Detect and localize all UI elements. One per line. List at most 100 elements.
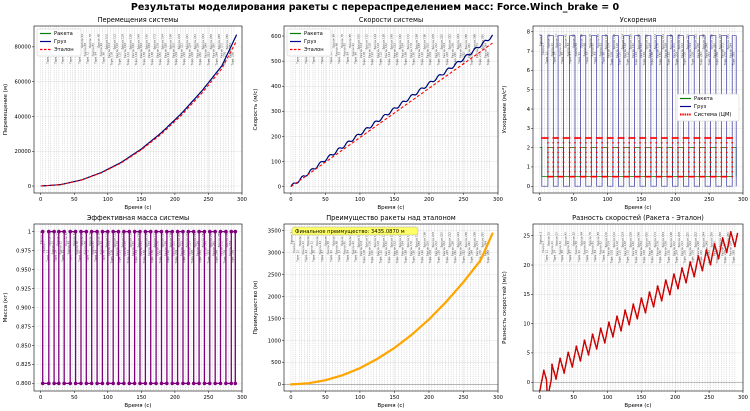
event-label: Разгон 116: [367, 241, 371, 256]
data-point: [100, 229, 105, 234]
event-label: Разгон 188: [417, 241, 421, 256]
y-tick-label: 0.975: [16, 248, 31, 254]
data-point: [132, 381, 137, 386]
event-label: Бросок 160: [645, 232, 649, 248]
data-point: [693, 170, 696, 173]
event-label: Торм. 288: [486, 250, 490, 264]
event-label: Торм. 204: [428, 250, 432, 264]
event-label: Торм. 84: [593, 52, 597, 64]
data-point: [606, 175, 609, 178]
data-point: [693, 161, 696, 164]
data-point: [704, 166, 706, 168]
event-label: Бросок 100: [356, 232, 360, 248]
event-label: Разгон 260: [212, 241, 216, 256]
data-point: [444, 301, 447, 304]
data-point: [687, 137, 690, 139]
data-point: [207, 381, 212, 386]
data-point: [715, 161, 717, 164]
legend-label: Эталон: [54, 47, 74, 53]
event-label: Бросок 124: [620, 232, 624, 248]
data-point: [639, 146, 641, 149]
data-point: [595, 151, 598, 154]
event-label: Бросок 160: [398, 232, 402, 248]
data-point: [639, 156, 641, 159]
data-point: [654, 295, 657, 298]
axes-frame: [532, 223, 744, 392]
event-label: Бросок 256: [464, 232, 468, 248]
data-point: [593, 340, 596, 343]
data-point: [584, 170, 587, 173]
data-point: [612, 146, 614, 149]
event-label: Разгон 116: [615, 241, 619, 256]
event-label: Разгон 56: [326, 241, 330, 255]
legend-label: Груз: [694, 104, 707, 110]
data-point: [633, 166, 636, 168]
data-point: [675, 280, 677, 283]
y-tick-label: 60000: [14, 79, 31, 85]
y-axis-label: Масса (кг): [3, 293, 9, 323]
data-point: [197, 381, 201, 386]
event-label: Разгон 164: [401, 241, 405, 256]
event-label: Разгон 284: [483, 43, 487, 58]
data-point: [644, 141, 647, 144]
y-tick-label: 7: [527, 49, 530, 55]
y-tick-label: 0: [278, 185, 281, 191]
data-point: [715, 156, 717, 159]
event-label: Бросок 280: [726, 34, 730, 50]
data-point: [612, 166, 614, 168]
data-point: [671, 146, 674, 149]
event-label: Бросок 256: [710, 34, 714, 50]
x-tick-label: 100: [103, 395, 113, 401]
event-label: Торм. 192: [420, 52, 424, 66]
data-point: [639, 161, 641, 164]
data-point: [731, 166, 734, 168]
event-label: Торм. 276: [222, 52, 226, 66]
data-point: [612, 161, 614, 164]
data-point: [367, 362, 370, 365]
event-label: Торм. 132: [379, 52, 383, 66]
y-tick-label: 20: [523, 263, 530, 269]
data-point: [671, 156, 674, 159]
data-point: [687, 161, 690, 164]
event-label: Торм. 240: [198, 250, 202, 264]
data-point: [414, 330, 417, 333]
event-label: Бросок 76: [340, 34, 344, 48]
y-tick-label: 25: [523, 234, 530, 240]
event-label: Торм. 132: [626, 52, 630, 66]
data-point: [633, 141, 636, 144]
data-point: [568, 161, 571, 164]
data-point: [181, 229, 185, 234]
event-label: Торм. 144: [634, 250, 638, 264]
data-point: [116, 381, 121, 386]
event-label: Разгон 176: [155, 43, 159, 58]
event-label: Разгон 224: [688, 241, 692, 256]
event-label: Бросок 27: [555, 232, 559, 246]
data-point: [574, 166, 576, 168]
event-label: Торм. 288: [230, 250, 234, 264]
event-label: Торм. 180: [412, 52, 416, 66]
event-label: Бросок 136: [128, 232, 132, 248]
data-point: [617, 175, 620, 178]
data-point: [725, 166, 728, 168]
event-label: Разгон 164: [147, 241, 151, 256]
data-point: [704, 156, 706, 159]
event-label: Бросок 100: [104, 232, 108, 248]
legend-label: Груз: [304, 39, 317, 45]
data-point: [202, 381, 207, 386]
data-point: [579, 141, 582, 144]
event-label: Торм. 168: [403, 52, 407, 66]
event-label: Торм. 60: [77, 52, 81, 64]
event-label: Торм. 35: [560, 250, 564, 262]
x-tick-label: 300: [738, 197, 748, 203]
event-label: Торм. 276: [478, 250, 482, 264]
data-point: [328, 377, 331, 381]
event-label: Торм. 132: [626, 250, 630, 264]
x-tick-label: 0: [538, 395, 541, 401]
data-point: [557, 161, 559, 164]
data-point: [79, 381, 83, 386]
event-label: Бросок 160: [145, 232, 149, 248]
y-tick-label: 2000: [268, 294, 281, 300]
event-label: Бросок 280: [225, 34, 229, 50]
event-label: Торм. 216: [182, 250, 186, 264]
